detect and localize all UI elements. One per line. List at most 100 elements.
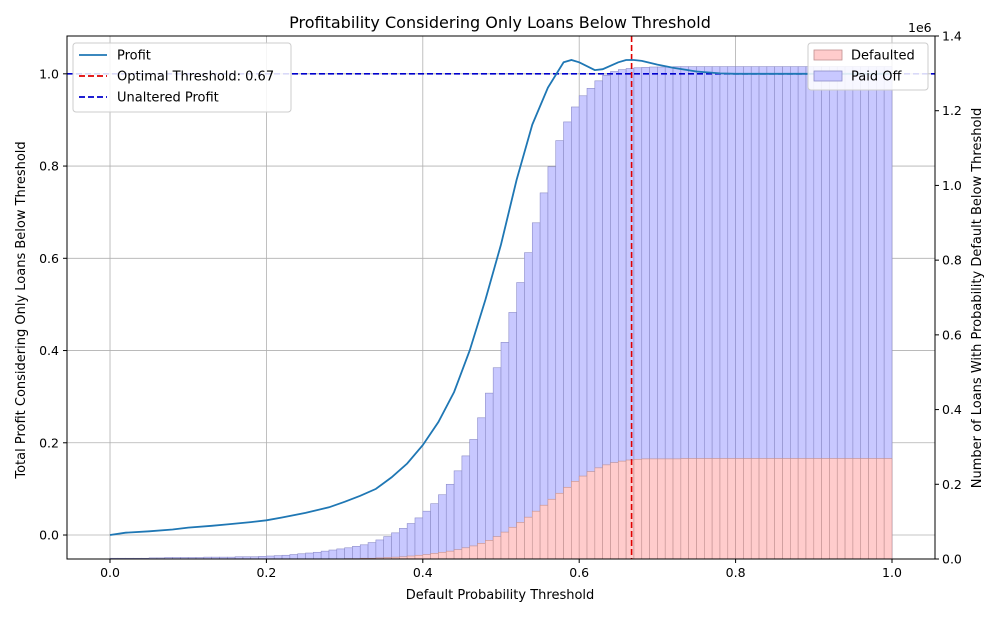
bar-defaulted-81 xyxy=(743,458,752,560)
bar-defaulted-94 xyxy=(844,458,854,560)
bar-defaulted-88 xyxy=(797,458,807,560)
bar-paid-off-53 xyxy=(524,252,533,560)
bar-defaulted-71 xyxy=(664,458,674,560)
bar-defaulted-41 xyxy=(430,553,439,560)
bar-defaulted-43 xyxy=(445,550,455,560)
y-left-tick-label-3: 0.6 xyxy=(39,251,59,266)
bar-defaulted-76 xyxy=(704,458,713,560)
legend-line-label-2: Unaltered Profit xyxy=(117,91,219,106)
bar-paid-off-39 xyxy=(414,517,424,560)
bar-defaulted-73 xyxy=(680,458,689,560)
bar-paid-off-27 xyxy=(320,550,330,560)
bar-paid-off-31 xyxy=(352,545,361,560)
bar-paid-off-29 xyxy=(336,548,345,560)
y-right-tick-label-6: 1.2 xyxy=(942,103,962,118)
bar-defaulted-49 xyxy=(492,536,502,560)
bar-defaulted-66 xyxy=(625,459,635,560)
y-left-tick-label-0: 0.0 xyxy=(39,528,59,543)
bar-paid-off-28 xyxy=(328,549,338,560)
bar-defaulted-51 xyxy=(508,526,517,560)
bar-paid-off-42 xyxy=(438,494,447,560)
bar-paid-off-26 xyxy=(313,551,322,560)
bar-defaulted-68 xyxy=(641,458,650,560)
bar-defaulted-48 xyxy=(485,540,494,560)
x-tick-label-0: 0.0 xyxy=(100,565,120,580)
x-tick-label-4: 0.8 xyxy=(726,565,746,580)
bar-paid-off-30 xyxy=(344,547,353,560)
y-right-tick-label-4: 0.8 xyxy=(942,253,962,268)
chart-title: Profitability Considering Only Loans Bel… xyxy=(289,13,711,32)
bar-paid-off-45 xyxy=(461,455,471,560)
bar-defaulted-57 xyxy=(555,492,564,560)
x-tick-label-1: 0.2 xyxy=(256,565,276,580)
bar-defaulted-46 xyxy=(469,545,478,560)
bar-defaulted-53 xyxy=(524,516,533,560)
x-axis-ticks: 0.0 0.2 0.4 0.6 0.8 1.0 xyxy=(100,559,902,580)
bar-defaulted-50 xyxy=(500,531,510,560)
legend-lines: Profit Optimal Threshold: 0.67 Unaltered P… xyxy=(72,42,292,113)
bar-paid-off-22 xyxy=(281,554,291,560)
y-left-axis-label: Total Profit Considering Only Loans Belo… xyxy=(14,141,29,479)
bar-defaulted-62 xyxy=(594,467,603,560)
bar-paid-off-48 xyxy=(485,392,494,560)
bar-paid-off-35 xyxy=(383,536,392,560)
bar-paid-off-51 xyxy=(508,312,517,560)
bar-defaulted-95 xyxy=(852,458,862,560)
histogram-bars xyxy=(109,66,893,560)
y-right-tick-label-5: 1.0 xyxy=(942,178,962,193)
bar-defaulted-89 xyxy=(805,458,815,560)
bar-paid-off-33 xyxy=(367,542,377,560)
bar-paid-off-49 xyxy=(492,367,502,560)
legend-bar-swatch-0 xyxy=(813,49,843,61)
legend-lines-box xyxy=(72,42,292,113)
bar-defaulted-69 xyxy=(649,458,658,560)
bar-defaulted-40 xyxy=(422,554,431,560)
y-left-tick-label-4: 0.8 xyxy=(39,159,59,174)
legend-bar-swatch-1 xyxy=(813,70,843,82)
bar-defaulted-70 xyxy=(657,458,666,560)
bar-defaulted-97 xyxy=(868,458,877,560)
bar-defaulted-78 xyxy=(719,458,729,560)
bar-defaulted-60 xyxy=(578,475,588,560)
bar-defaulted-67 xyxy=(633,458,643,560)
bar-paid-off-36 xyxy=(391,532,400,560)
bar-paid-off-34 xyxy=(375,539,385,560)
bar-defaulted-45 xyxy=(461,547,471,560)
bar-defaulted-58 xyxy=(563,486,572,560)
bar-paid-off-24 xyxy=(297,553,306,560)
right-axis-multiplier: 1e6 xyxy=(908,20,932,35)
bar-defaulted-77 xyxy=(711,458,721,560)
bar-defaulted-64 xyxy=(610,462,619,560)
y-right-tick-label-0: 0.0 xyxy=(942,552,962,567)
y-left-axis-ticks: 0.0 0.2 0.4 0.6 0.8 1.0 xyxy=(39,66,67,543)
legend-histogram: Defaulted Paid Off xyxy=(807,42,929,91)
y-right-tick-label-1: 0.2 xyxy=(942,477,962,492)
profit-line xyxy=(109,59,892,536)
bar-defaulted-42 xyxy=(438,551,447,560)
bar-defaulted-65 xyxy=(617,460,627,560)
bar-defaulted-75 xyxy=(696,458,705,560)
y-left-tick-label-5: 1.0 xyxy=(39,66,59,81)
bar-defaulted-83 xyxy=(758,458,768,560)
bar-defaulted-47 xyxy=(477,543,486,560)
bar-defaulted-99 xyxy=(883,458,893,560)
bar-defaulted-82 xyxy=(750,458,760,560)
bar-defaulted-85 xyxy=(774,458,783,560)
bar-paid-off-40 xyxy=(422,510,431,560)
bar-defaulted-61 xyxy=(586,471,596,560)
x-tick-label-3: 0.6 xyxy=(569,565,589,580)
bar-paid-off-44 xyxy=(453,470,463,560)
legend-bar-label-0: Defaulted xyxy=(851,49,915,64)
bar-paid-off-52 xyxy=(516,282,525,560)
bar-defaulted-79 xyxy=(727,458,736,560)
bar-paid-off-43 xyxy=(445,483,455,560)
bar-defaulted-84 xyxy=(766,458,775,560)
bar-defaulted-63 xyxy=(602,464,611,560)
bar-defaulted-86 xyxy=(782,458,791,560)
y-right-tick-label-7: 1.4 xyxy=(942,29,962,44)
bar-defaulted-91 xyxy=(821,458,830,560)
bar-defaulted-54 xyxy=(531,510,541,560)
bar-defaulted-74 xyxy=(688,458,697,560)
bar-defaulted-55 xyxy=(539,504,549,560)
